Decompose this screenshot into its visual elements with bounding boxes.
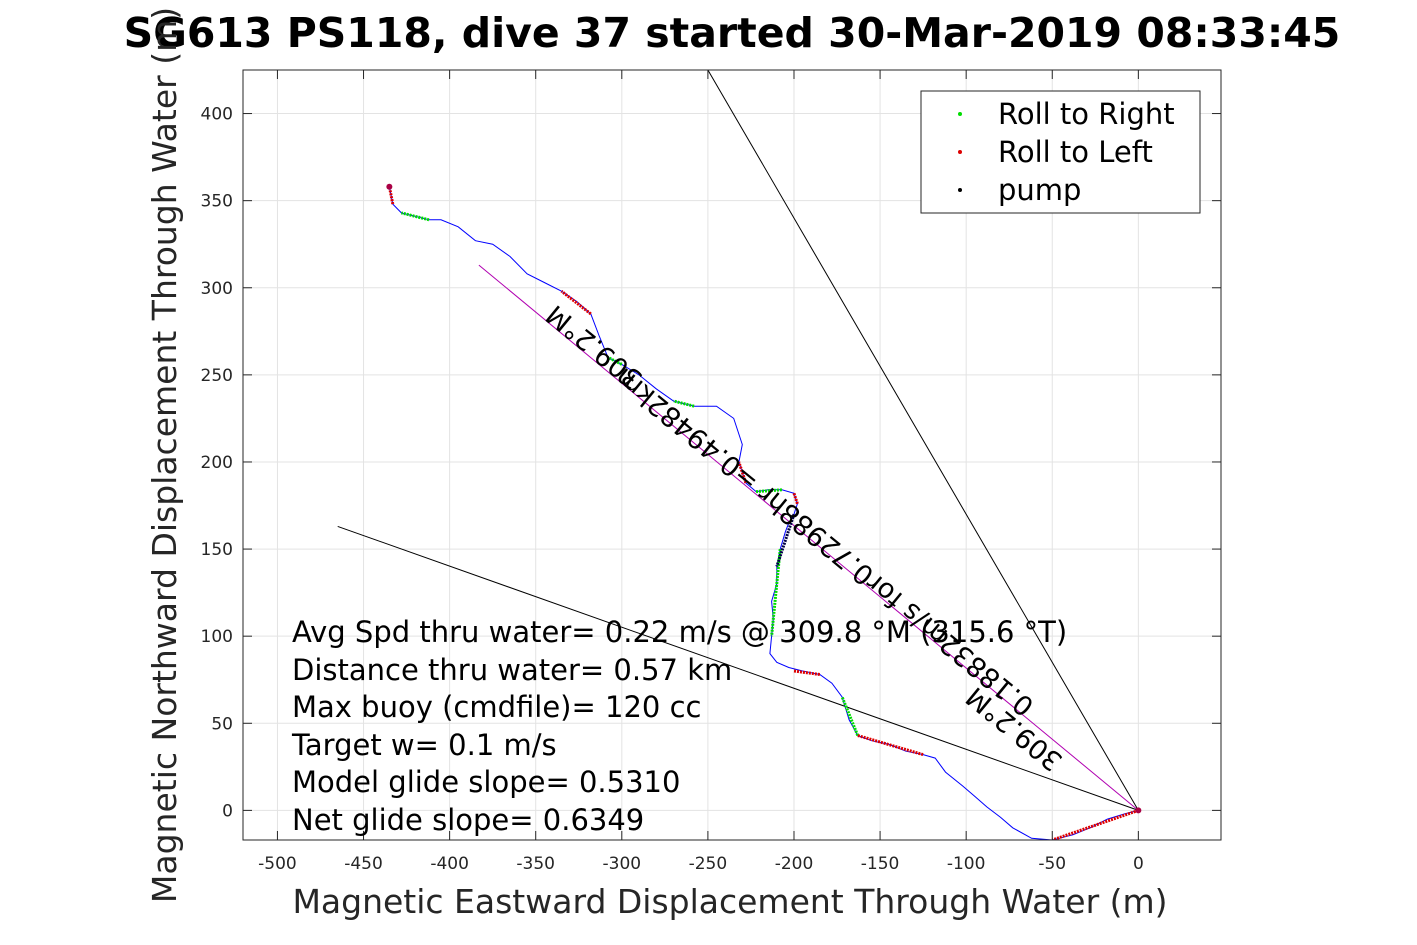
track-start-point bbox=[1135, 807, 1142, 814]
reference-line-2 bbox=[478, 264, 1139, 811]
roll-left-points bbox=[792, 492, 799, 505]
x-tick-label: -450 bbox=[344, 854, 383, 874]
x-tick-label: -100 bbox=[947, 854, 986, 874]
x-tick-label: -200 bbox=[775, 854, 814, 874]
model-glide-slope-text: Model glide slope= 0.5310 bbox=[292, 765, 680, 799]
distance-text: Distance thru water= 0.57 km bbox=[292, 653, 732, 687]
stats-annotation: Avg Spd thru water= 0.22 m/s @ 309.8 °M … bbox=[291, 615, 1067, 837]
legend-box bbox=[920, 90, 1201, 214]
x-tick-label: -50 bbox=[1038, 854, 1066, 874]
roll-right-points bbox=[770, 548, 782, 637]
y-tick-label: 200 bbox=[201, 453, 233, 473]
max-buoy-text: Max buoy (cmdfile)= 120 cc bbox=[292, 690, 701, 724]
net-glide-slope-text: Net glide slope= 0.6349 bbox=[292, 803, 644, 837]
x-tick-label: -350 bbox=[516, 854, 555, 874]
roll-left-points bbox=[857, 734, 924, 757]
roll-right-points bbox=[673, 399, 695, 408]
y-tick-label: 50 bbox=[211, 714, 233, 734]
track-end-point bbox=[386, 183, 393, 190]
roll-left-points bbox=[1051, 808, 1139, 840]
legend-roll-right-marker bbox=[958, 112, 962, 116]
x-tick-label: -300 bbox=[603, 854, 642, 874]
y-tick-label: 350 bbox=[201, 192, 233, 212]
roll-right-points bbox=[755, 488, 783, 494]
y-tick-label: 400 bbox=[201, 105, 233, 125]
roll-right-points bbox=[840, 696, 860, 737]
legend-roll-left-marker bbox=[958, 150, 962, 154]
avg-speed-text: Avg Spd thru water= 0.22 m/s @ 309.8 °M … bbox=[292, 615, 1067, 649]
reference-line-1 bbox=[337, 525, 1139, 811]
y-tick-label: 250 bbox=[201, 366, 233, 386]
series-layer bbox=[337, 70, 1142, 840]
roll-left-points bbox=[793, 669, 821, 676]
chart-title: SG613 PS118, dive 37 started 30-Mar-2019… bbox=[124, 9, 1341, 57]
tick-marks: -500 -450 -400 -350 -300 -250 -200 -150 -100 -50 0… bbox=[201, 70, 1221, 874]
target-w-text: Target w= 0.1 m/s bbox=[291, 728, 557, 762]
legend: Roll to Right Roll to Left pump bbox=[920, 90, 1201, 214]
y-tick-label: 300 bbox=[201, 279, 233, 299]
legend-pump-label: pump bbox=[998, 173, 1081, 207]
reference-line-0 bbox=[707, 70, 1139, 811]
y-axis-label: Magnetic Northward Displacement Through … bbox=[145, 7, 184, 903]
x-tick-label: 0 bbox=[1133, 854, 1144, 874]
legend-pump-marker bbox=[958, 188, 962, 192]
y-tick-label: 150 bbox=[201, 540, 233, 560]
x-tick-label: -250 bbox=[689, 854, 728, 874]
x-tick-label: -150 bbox=[861, 854, 900, 874]
x-tick-label: -500 bbox=[258, 854, 297, 874]
legend-roll-left-label: Roll to Left bbox=[998, 135, 1153, 169]
roll-right-points bbox=[401, 211, 430, 222]
roll-left-points bbox=[560, 290, 592, 316]
y-tick-label: 0 bbox=[222, 801, 233, 821]
x-axis-label: Magnetic Eastward Displacement Through W… bbox=[292, 882, 1167, 921]
roll-left-points bbox=[737, 461, 748, 484]
pump-points bbox=[775, 513, 796, 567]
legend-roll-right-label: Roll to Right bbox=[998, 97, 1175, 131]
x-tick-label: -400 bbox=[430, 854, 469, 874]
roll-right-points bbox=[607, 356, 623, 366]
y-tick-label: 100 bbox=[201, 627, 233, 647]
plot-frame bbox=[242, 69, 1222, 841]
glider-track-line bbox=[388, 186, 1139, 840]
